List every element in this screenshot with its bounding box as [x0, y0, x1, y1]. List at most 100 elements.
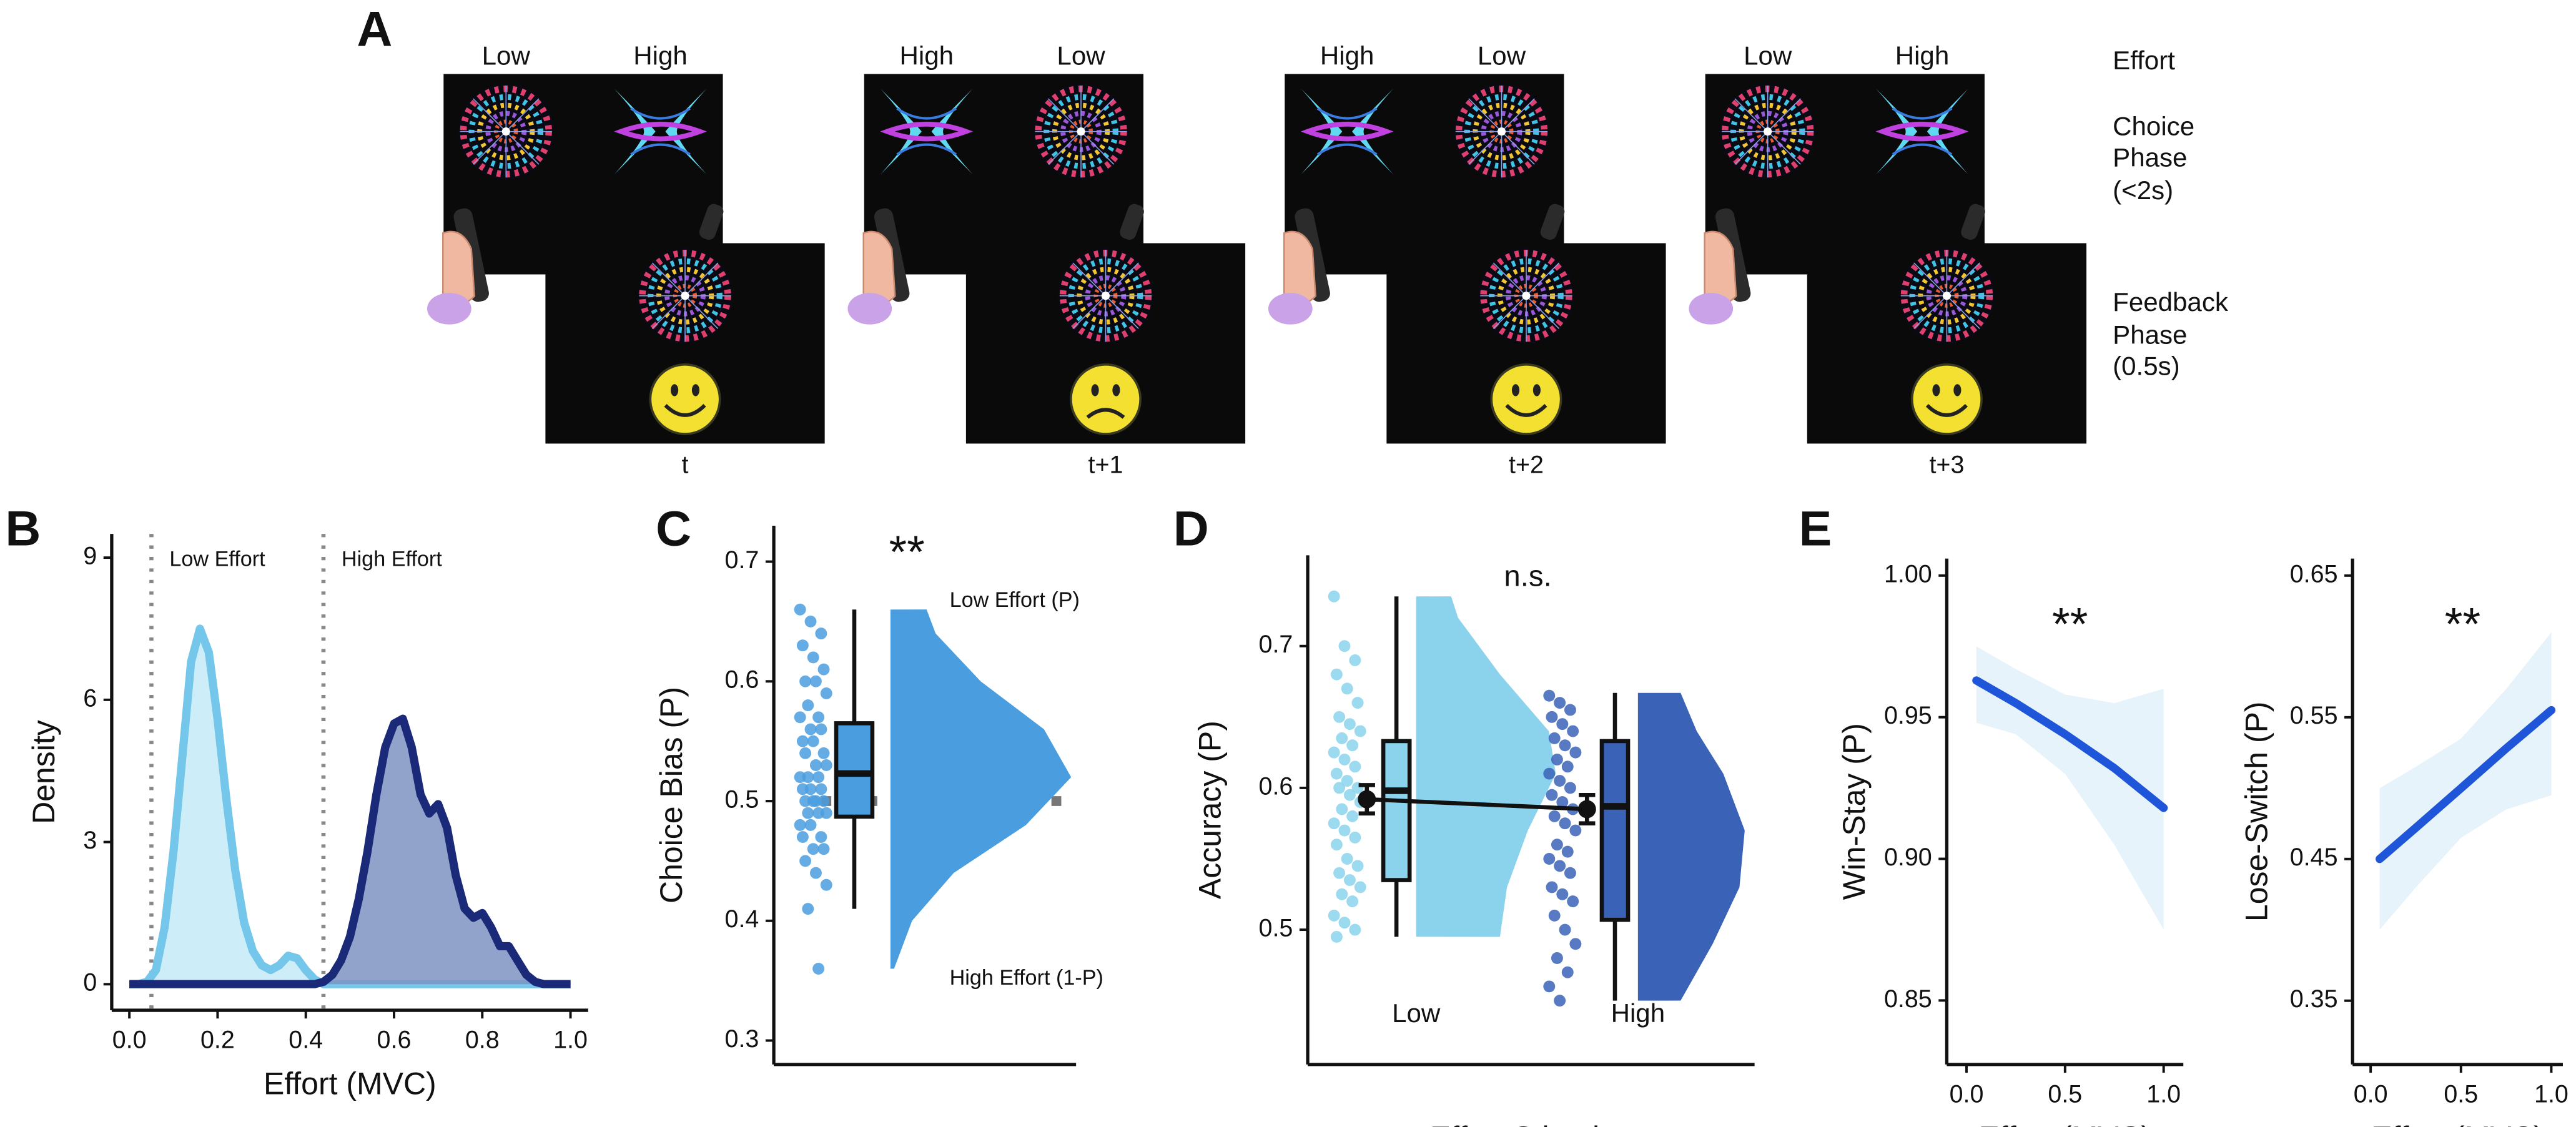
effort-label: High: [1895, 41, 1950, 70]
effort-label: Low: [1744, 41, 1792, 70]
panel-label: E: [1799, 501, 1832, 556]
phase-label: Phase: [2113, 142, 2187, 172]
trial-label: t+3: [1929, 451, 1964, 479]
data-point: [1567, 725, 1579, 737]
data-point: [794, 603, 806, 616]
density-area: [129, 719, 571, 985]
data-point: [1546, 881, 1558, 893]
x-tick-label: 0.0: [112, 1026, 147, 1053]
data-point: [1354, 725, 1366, 737]
data-point: [1333, 711, 1346, 723]
y-axis-label: Density: [26, 720, 61, 824]
stimulus: [458, 84, 554, 179]
y-axis-label: Lose-Switch (P): [2239, 701, 2274, 922]
data-point: [1569, 824, 1582, 837]
data-point: [799, 855, 812, 867]
data-point: [1341, 853, 1353, 865]
stimulus: [1454, 84, 1549, 179]
data-point: [1559, 817, 1571, 830]
data-point: [1338, 640, 1351, 652]
trial-label: t+1: [1088, 451, 1123, 479]
data-point: [1328, 746, 1340, 759]
x-axis-label: Effort (MVC): [264, 1066, 437, 1101]
data-point: [820, 687, 832, 699]
data-point: [1343, 789, 1356, 801]
data-point: [1556, 888, 1569, 900]
data-point: [809, 759, 822, 771]
x-axis-label: Effort Stimulus: [1430, 1120, 1632, 1127]
data-point: [820, 759, 832, 771]
data-point: [1336, 888, 1348, 900]
phase-label: Effort: [2113, 46, 2175, 75]
data-point: [1346, 810, 1359, 822]
annotation: Low Effort (P): [950, 588, 1080, 612]
stimulus: [1479, 248, 1574, 343]
data-point: [1551, 839, 1563, 851]
panel-label: C: [656, 501, 691, 556]
y-tick-label: 9: [83, 543, 97, 570]
annotation: **: [2052, 598, 2088, 650]
data-point: [799, 795, 812, 807]
y-tick-label: 0.7: [725, 546, 759, 574]
y-tick-label: 6: [83, 684, 97, 712]
annotation: High Effort (1-P): [950, 966, 1103, 990]
panel-label: A: [357, 2, 392, 57]
effort-label: High: [1320, 41, 1374, 70]
data-point: [807, 843, 819, 855]
annotation: Low Effort: [169, 547, 265, 571]
stimulus: [638, 248, 733, 343]
data-point: [1343, 874, 1356, 887]
data-point: [1546, 789, 1558, 801]
x-tick-label: 1.0: [2534, 1080, 2569, 1108]
x-tick-label: Low: [1392, 998, 1441, 1028]
mean-point: [1358, 790, 1376, 809]
data-point: [817, 843, 830, 855]
data-point: [1341, 775, 1353, 787]
data-point: [1554, 995, 1566, 1007]
data-point: [804, 723, 817, 736]
panel-label: D: [1173, 501, 1209, 556]
y-tick-label: 0.85: [1884, 985, 1932, 1013]
data-point: [1336, 732, 1348, 744]
y-tick-label: 1.00: [1884, 560, 1932, 588]
y-axis-label: Choice Bias (P): [654, 687, 689, 903]
mean-line: [1366, 797, 1587, 812]
data-point: [809, 867, 822, 879]
data-point: [815, 723, 827, 736]
annotation: High Effort: [342, 547, 442, 571]
data-point: [1564, 704, 1576, 716]
data-point: [796, 783, 809, 795]
y-tick-label: 0.90: [1884, 844, 1932, 871]
data-point: [1328, 909, 1340, 922]
box: [834, 721, 875, 819]
data-point: [1351, 697, 1364, 709]
x-tick-label: 0.2: [200, 1026, 235, 1053]
y-tick-label: 0.6: [1259, 772, 1293, 800]
data-point: [794, 711, 806, 724]
data-point: [799, 747, 812, 759]
effort-label: Low: [1478, 41, 1526, 70]
grip: [1961, 204, 1985, 240]
effort-label: High: [633, 41, 688, 70]
y-tick-label: 0: [83, 969, 97, 997]
data-point: [1548, 810, 1561, 822]
data-point: [796, 735, 809, 747]
data-point: [1346, 739, 1359, 752]
data-point: [812, 807, 825, 819]
data-point: [1561, 966, 1574, 978]
data-point: [1343, 718, 1356, 731]
fit-line: [2376, 706, 2556, 864]
data-point: [1548, 909, 1561, 922]
stimulus: [1720, 84, 1815, 179]
data-point: [1543, 853, 1556, 865]
trial-label: t: [682, 451, 689, 479]
data-point: [1559, 739, 1571, 752]
data-point: [1554, 860, 1566, 872]
x-tick-label: High: [1611, 998, 1666, 1028]
effort-label: Low: [482, 41, 531, 70]
x-tick-label: 0.5: [2444, 1080, 2478, 1108]
data-point: [1349, 923, 1361, 936]
data-point: [1349, 760, 1361, 773]
data-point: [796, 831, 809, 844]
data-point: [1328, 817, 1340, 830]
